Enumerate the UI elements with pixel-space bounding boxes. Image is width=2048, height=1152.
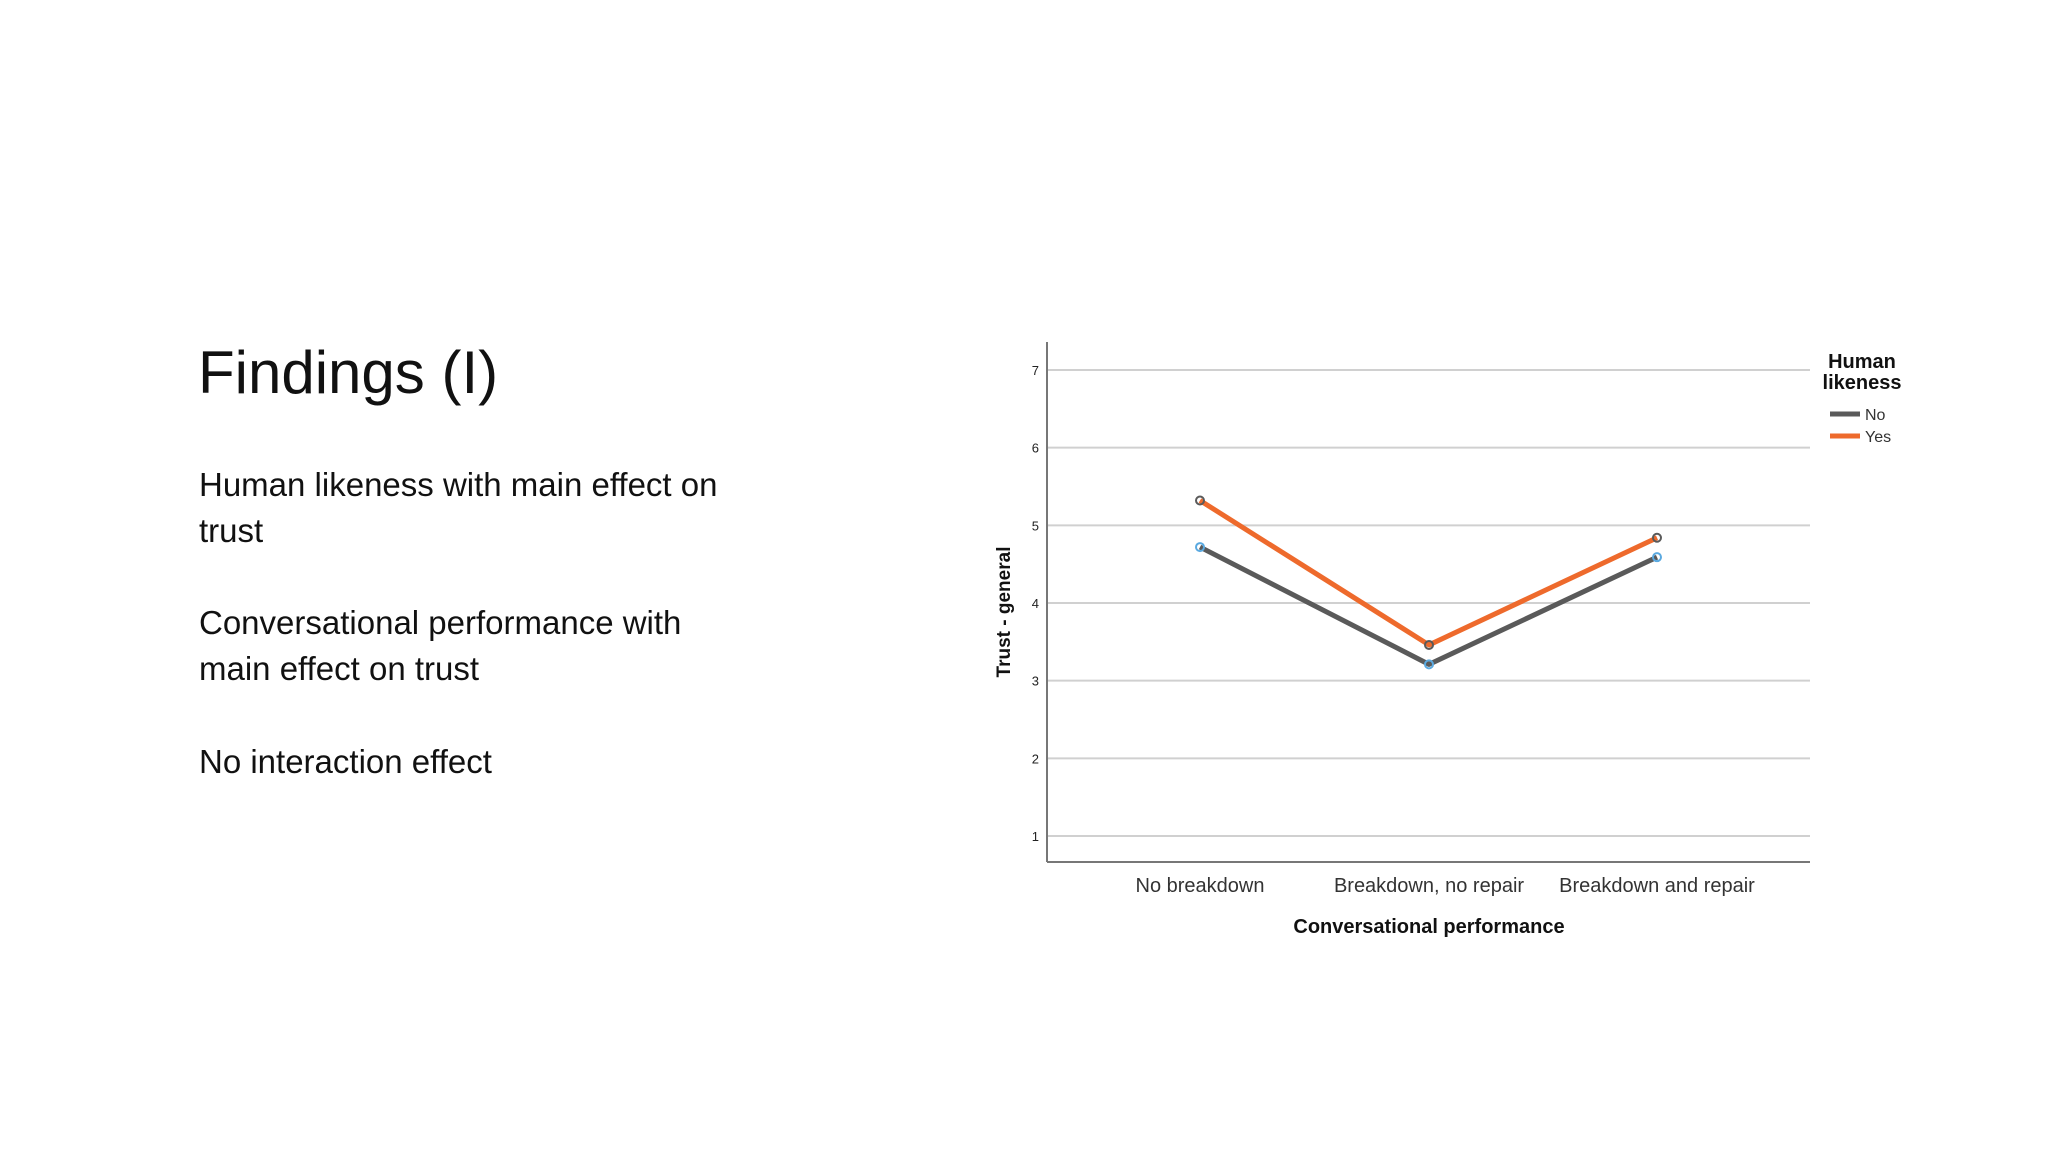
data-point-no [1424,659,1434,670]
finding-2: Conversational performance with main eff… [199,604,682,687]
slide-title: Findings (I) [198,339,499,406]
x-tick-label: Breakdown, no repair [1334,875,1524,897]
legend-label-yes: Yes [1865,429,1891,446]
y-tick-label: 3 [1032,674,1039,689]
y-tick-label: 4 [1032,596,1039,611]
data-point-yes [1652,532,1662,543]
x-axis-title: Conversational performance [1293,916,1564,938]
y-tick-label: 6 [1032,441,1039,456]
data-point-no [1195,542,1205,553]
data-point-yes [1424,639,1434,650]
finding-1: Human likeness with main effect on trust [199,466,718,549]
series-line-yes [1198,498,1659,648]
series-line-no [1198,544,1659,667]
y-tick-label: 7 [1032,363,1039,378]
legend-label-no: No [1865,407,1886,424]
finding-3: No interaction effect [199,743,492,780]
legend-title: likeness [1823,372,1902,394]
x-tick-label: No breakdown [1136,875,1265,897]
y-axis-title: Trust - general [994,547,1015,678]
y-tick-label: 1 [1032,829,1039,844]
data-point-no [1652,552,1662,563]
x-tick-label: Breakdown and repair [1559,875,1755,897]
data-point-yes [1195,495,1205,506]
y-tick-label: 2 [1032,751,1039,766]
legend-title: Human [1828,351,1896,373]
y-tick-label: 5 [1032,518,1039,533]
